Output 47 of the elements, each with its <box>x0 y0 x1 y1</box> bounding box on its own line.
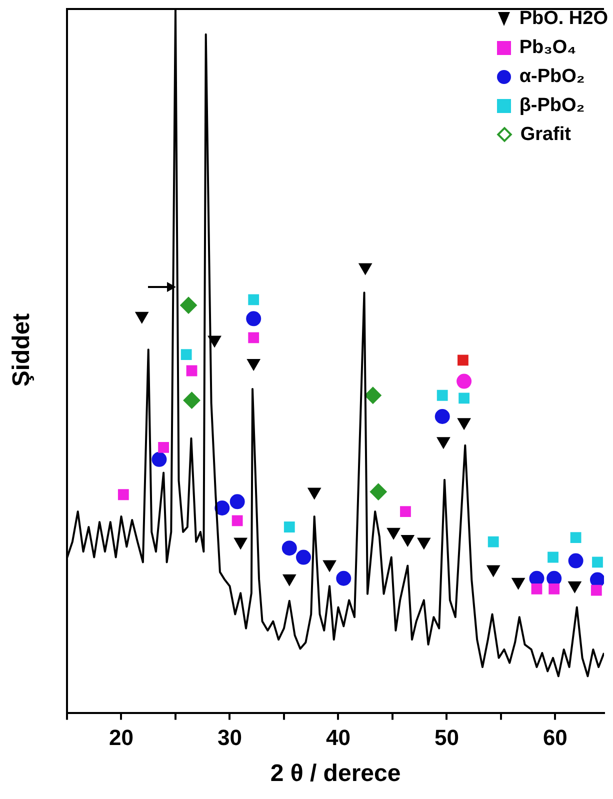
point <box>458 354 468 366</box>
x-tick-label: 30 <box>217 725 242 750</box>
point <box>214 500 230 516</box>
x-axis-title: 2 θ / derece <box>270 760 401 788</box>
point <box>400 506 411 517</box>
y-axis-title: Şiddet <box>8 312 36 389</box>
legend-label: PbO. H2O <box>519 7 608 31</box>
point <box>488 536 499 548</box>
point <box>296 550 311 565</box>
x-tick-label: 60 <box>542 725 568 750</box>
point <box>434 409 450 424</box>
point <box>118 489 129 500</box>
point <box>458 392 470 404</box>
point <box>531 583 542 594</box>
point <box>436 390 448 401</box>
point <box>230 494 245 510</box>
point <box>592 556 603 568</box>
point <box>232 515 243 526</box>
legend-label: β-PbO₂ <box>519 94 585 118</box>
point <box>548 583 560 594</box>
point <box>183 392 200 409</box>
point <box>246 311 262 326</box>
point <box>180 349 192 360</box>
point <box>180 296 198 314</box>
x-tick-label: 20 <box>109 725 134 750</box>
point <box>364 386 382 404</box>
point <box>546 570 562 586</box>
point <box>548 552 558 563</box>
point <box>248 294 260 306</box>
legend-label: α-PbO₂ <box>519 65 585 89</box>
point <box>336 570 352 586</box>
point <box>590 584 602 596</box>
point <box>152 452 167 467</box>
legend-label: Grafit <box>520 123 571 147</box>
point <box>568 553 584 568</box>
point <box>248 332 260 344</box>
point <box>529 570 544 586</box>
point <box>590 572 604 588</box>
legend-label: Pb₃O₄ <box>519 36 576 60</box>
point <box>282 540 297 556</box>
x-tick-label: 50 <box>434 725 459 750</box>
point <box>284 522 295 532</box>
point <box>186 365 198 376</box>
point <box>158 442 169 453</box>
point <box>570 532 582 544</box>
x-tick-label: 40 <box>326 725 350 750</box>
point <box>370 483 387 500</box>
